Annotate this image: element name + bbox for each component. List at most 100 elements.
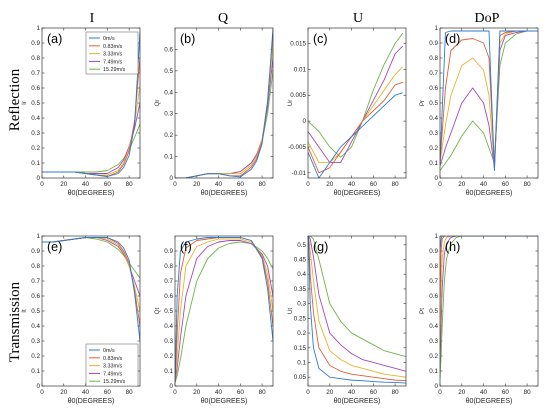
series-group — [308, 32, 404, 178]
x-tick-label: 60 — [502, 389, 510, 396]
y-tick-label: 0.2 — [429, 353, 438, 360]
legend-entry: 0m/s — [103, 36, 115, 42]
y-tick-label: 0.4 — [297, 271, 306, 278]
series-line-0m-s — [308, 92, 403, 178]
y-tick-label: 0.45 — [294, 257, 307, 264]
y-tick-label: 0.5 — [31, 308, 40, 315]
y-tick-label: 0 — [169, 175, 173, 182]
series-line-3-33m-s — [175, 45, 273, 178]
panel-label: (e) — [47, 240, 62, 254]
series-line-0m-s — [42, 237, 140, 342]
row-title-reflection: Reflection — [7, 68, 23, 131]
panel-label: (b) — [180, 32, 195, 46]
y-tick-label: 0.15 — [294, 345, 307, 352]
y-tick-label: 0.4 — [31, 115, 40, 122]
series-group — [42, 237, 140, 342]
y-axis-label: It — [21, 309, 28, 313]
y-tick-label: 0.6 — [429, 293, 438, 300]
y-tick-label: 0 — [169, 383, 173, 390]
column-title-dop: DoP — [475, 11, 500, 26]
x-tick-label: 0 — [40, 181, 44, 188]
x-tick-label: 60 — [104, 389, 112, 396]
y-tick-label: 0.4 — [429, 323, 438, 330]
y-tick-label: 1 — [36, 25, 40, 32]
y-tick-label: 0.3 — [164, 338, 173, 345]
panels: 0 0.1 0.2 0.3 0.4 0.5 0.6 0.7 0.8 0.9 1 0 20 40 60 80 (a… — [21, 25, 539, 405]
y-tick-label: 0.2 — [31, 145, 40, 152]
x-tick-label: 0 — [40, 389, 44, 396]
plot-frame — [307, 235, 407, 387]
y-axis-label: Pt — [419, 308, 426, 314]
legend-entry: 3.33m/s — [103, 364, 122, 370]
plot-frame — [439, 235, 539, 387]
x-tick-label: 60 — [502, 181, 510, 188]
y-tick-label: 0.3 — [297, 301, 306, 308]
x-tick-label: 20 — [193, 389, 201, 396]
x-tick-label: 80 — [126, 181, 134, 188]
x-tick-label: 80 — [524, 181, 532, 188]
x-tick-label: 40 — [82, 181, 90, 188]
x-tick-label: 0 — [438, 389, 442, 396]
x-tick-label: 80 — [392, 389, 400, 396]
series-line-15-29m-s — [440, 236, 538, 379]
x-axis-label: θ0(DEGREES) — [466, 398, 513, 405]
series-group — [175, 28, 273, 178]
y-tick-label: 1 — [36, 233, 40, 240]
y-tick-label: 0.3 — [164, 111, 173, 118]
series-line-3-33m-s — [308, 66, 404, 163]
y-tick-label: 0.6 — [429, 85, 438, 92]
y-tick-label: 0.5 — [164, 68, 173, 75]
y-axis-label: Pr — [419, 100, 426, 106]
x-axis-label: θ0(DEGREES) — [201, 398, 248, 405]
series-line-0-83m-s — [308, 81, 403, 174]
y-tick-label: 0.1 — [164, 368, 173, 375]
y-tick-label: 0.7 — [31, 278, 40, 285]
series-line-15-29m-s — [308, 32, 404, 158]
panel-label: (a) — [47, 32, 62, 46]
y-tick-label: 0.5 — [297, 242, 306, 249]
legend-entry: 0.83m/s — [103, 44, 122, 50]
legend-entry: 15.29m/s — [103, 67, 125, 73]
x-tick-label: 0 — [306, 181, 310, 188]
y-tick-label: 0.9 — [429, 40, 438, 47]
series-group — [42, 30, 140, 177]
y-tick-label: 0.4 — [164, 323, 173, 330]
x-axis-label: θ0(DEGREES) — [68, 398, 115, 405]
y-tick-label: 0 — [36, 383, 40, 390]
y-tick-label: 0.4 — [164, 89, 173, 96]
y-tick-label: 0.3 — [31, 130, 40, 137]
y-tick-label: 0.8 — [31, 55, 40, 62]
y-tick-label: 0.7 — [31, 70, 40, 77]
x-axis-label: θ0(DEGREES) — [334, 190, 381, 197]
y-tick-label: 0.4 — [31, 323, 40, 330]
y-tick-label: 0.05 — [294, 374, 307, 381]
y-tick-label: 0.3 — [31, 338, 40, 345]
y-tick-label: 0.6 — [164, 46, 173, 53]
y-tick-label: 0.7 — [429, 70, 438, 77]
series-group — [440, 30, 538, 171]
y-axis-label: Ur — [287, 100, 294, 107]
series-line-15-29m-s — [440, 30, 538, 171]
series-line-0m-s — [440, 236, 538, 252]
y-tick-label: 0.7 — [164, 278, 173, 285]
panel-a: 0 0.1 0.2 0.3 0.4 0.5 0.6 0.7 0.8 0.9 1 0 20 40 60 80 (a… — [21, 25, 141, 197]
y-tick-label: 0.3 — [429, 130, 438, 137]
series-line-7-49m-s — [175, 240, 273, 384]
series-line-3-33m-s — [175, 238, 273, 384]
y-tick-label: 0.1 — [31, 160, 40, 167]
y-tick-label: 0.5 — [429, 308, 438, 315]
x-tick-label: 20 — [193, 181, 201, 188]
y-tick-label: 0.1 — [297, 359, 306, 366]
series-line-0m-s — [440, 30, 538, 171]
x-tick-label: 20 — [60, 181, 68, 188]
y-tick-label: 1 — [434, 25, 438, 32]
panel-h: 0 0.1 0.2 0.3 0.4 0.5 0.6 0.7 0.8 0.9 1 0 20 40 60 80 (h… — [419, 233, 539, 405]
panel-label: (h) — [445, 240, 460, 254]
legend-entry: 0m/s — [103, 348, 115, 354]
y-tick-label: 0.4 — [429, 115, 438, 122]
legend-box — [85, 343, 139, 387]
x-tick-label: 80 — [259, 389, 267, 396]
y-tick-label: 0.9 — [31, 40, 40, 47]
series-line-0m-s — [308, 236, 406, 384]
